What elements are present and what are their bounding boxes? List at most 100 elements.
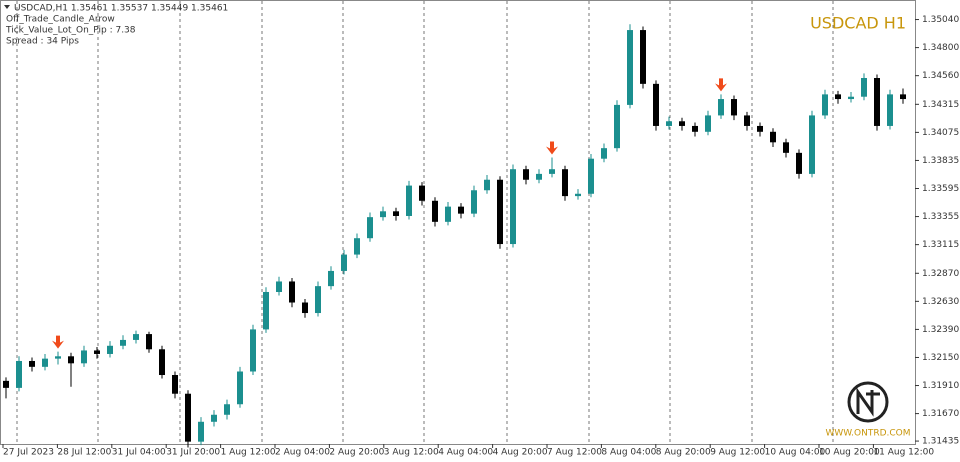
candle-body <box>315 286 321 314</box>
y-tick-label: 1.35040 <box>922 15 959 25</box>
candle-body <box>406 185 412 216</box>
y-tick-label: 1.33835 <box>922 156 959 166</box>
candle-body <box>744 115 750 126</box>
candle-body <box>471 190 477 214</box>
y-tick-label: 1.34075 <box>922 128 959 138</box>
plot-frame <box>0 0 916 445</box>
candle-body <box>328 270 334 287</box>
candle-body <box>250 329 256 372</box>
y-tick-label: 1.32390 <box>922 325 959 335</box>
candle-body <box>796 152 802 174</box>
x-tick-label: 2 Aug 20:00 <box>329 448 384 458</box>
candle-body <box>523 169 529 180</box>
x-tick-label: 31 Jul 20:00 <box>166 448 220 458</box>
candle-body <box>42 358 48 367</box>
candle-body <box>692 125 698 132</box>
y-tick-label: 1.32870 <box>922 269 959 279</box>
y-tick-label: 1.33355 <box>922 212 959 222</box>
candle-body <box>107 345 113 354</box>
signal-arrow <box>52 335 64 349</box>
candle-body <box>380 211 386 218</box>
candle-body <box>432 200 438 222</box>
candle-body <box>822 94 828 116</box>
candle-body <box>16 360 22 388</box>
y-tick-label: 1.33115 <box>922 240 959 250</box>
candle-body <box>848 96 854 100</box>
x-tick-label: 11 Aug 12:00 <box>873 448 934 458</box>
candle-body <box>510 169 516 245</box>
signal-arrow <box>715 78 727 92</box>
y-tick-label: 1.33595 <box>922 184 959 194</box>
candle-body <box>55 356 61 359</box>
candle-body <box>289 281 295 303</box>
candle-body <box>185 393 191 442</box>
candle-body <box>354 238 360 255</box>
candle-body <box>29 360 35 367</box>
signal-arrow <box>546 141 558 155</box>
candle-body <box>224 404 230 415</box>
candle-body <box>237 371 243 405</box>
watermark: WWW.ONTRD.COM <box>825 429 910 439</box>
candle-body <box>276 281 282 292</box>
candle-body <box>68 356 74 364</box>
candle-body <box>653 83 659 126</box>
candle-body <box>146 334 152 350</box>
x-tick-label: 28 Jul 12:00 <box>57 448 111 458</box>
y-tick-label: 1.31435 <box>922 437 959 447</box>
x-tick-label: 8 Aug 04:00 <box>601 448 656 458</box>
candle-body <box>458 206 464 214</box>
candle-body <box>770 131 776 143</box>
candle-body <box>666 121 672 126</box>
info-text: Tick_Value_Lot_On_Pip : 7.38 <box>5 26 136 36</box>
candle-body <box>341 254 347 271</box>
candle-body <box>81 350 87 364</box>
info-text: Off_Trade_Candle_Arrow <box>6 15 115 25</box>
candle-body <box>588 158 594 194</box>
candle-body <box>900 94 906 100</box>
candle-body <box>705 115 711 132</box>
logo-mark <box>856 387 880 417</box>
logo: WWW.ONTRD.COM <box>825 381 911 439</box>
x-tick-label: 27 Jul 2023 <box>3 448 54 458</box>
grid <box>16 1 834 444</box>
y-tick-label: 1.34315 <box>922 100 959 110</box>
candle-body <box>367 217 373 239</box>
candle-body <box>861 78 867 97</box>
logo-circle <box>847 381 889 423</box>
candle-body <box>549 169 555 174</box>
info-text: Spread : 34 Pips <box>6 37 79 47</box>
candle-body <box>783 142 789 153</box>
info-text: USDCAD,H1 1.35461 1.35537 1.35449 1.3546… <box>14 4 228 14</box>
candle-body <box>393 211 399 216</box>
candle-body <box>445 206 451 222</box>
candle-body <box>809 115 815 174</box>
x-tick-label: 8 Aug 20:00 <box>656 448 711 458</box>
candle-body <box>484 179 490 191</box>
candle-body <box>419 185 425 201</box>
candle-body <box>575 193 581 197</box>
chart-title: USDCAD H1 <box>810 14 906 33</box>
x-tick-label: 4 Aug 20:00 <box>493 448 548 458</box>
y-tick-label: 1.31670 <box>922 409 959 419</box>
x-tick-label: 3 Aug 12:00 <box>384 448 439 458</box>
candle-body <box>3 380 9 388</box>
x-tick-label: 10 Aug 04:00 <box>765 448 826 458</box>
y-tick-label: 1.34800 <box>922 43 959 53</box>
x-tick-label: 31 Jul 04:00 <box>112 448 166 458</box>
candle-body <box>640 30 646 84</box>
candle-body <box>302 302 308 314</box>
candle-body <box>627 30 633 105</box>
candle-body <box>159 349 165 376</box>
candle-body <box>211 414 217 422</box>
candle-body <box>172 375 178 394</box>
candle-body <box>263 291 269 330</box>
candle-body <box>198 421 204 442</box>
y-tick-label: 1.32630 <box>922 297 959 307</box>
collapse-icon[interactable] <box>4 5 10 9</box>
candle-body <box>133 334 139 340</box>
candle-body <box>562 169 568 197</box>
candle-body <box>874 78 880 126</box>
y-tick-label: 1.31910 <box>922 381 959 391</box>
